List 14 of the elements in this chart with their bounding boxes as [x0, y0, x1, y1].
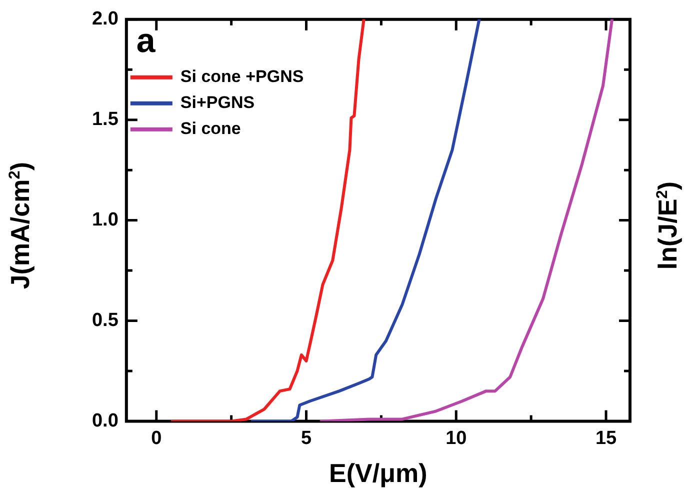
y-tick-label: 0.0	[92, 410, 118, 432]
x-tick-label: 5	[300, 428, 312, 449]
y-tick-label: 1.5	[92, 109, 119, 130]
x-tick-label: 10	[446, 428, 467, 449]
annotation: a	[136, 22, 156, 60]
legend-label: Si cone	[180, 119, 241, 138]
x-axis-title: E(V/μm)	[329, 458, 428, 489]
x-tick-label: 0	[151, 428, 162, 449]
y-tick-label: 1.0	[92, 210, 118, 231]
y-tick-label: 0.5	[92, 310, 119, 331]
legend-label: Si+PGNS	[180, 93, 255, 112]
legend-label: Si cone +PGNS	[180, 67, 304, 86]
y-tick-label: 2.0	[92, 8, 118, 30]
x-tick-label: 15	[595, 428, 618, 449]
